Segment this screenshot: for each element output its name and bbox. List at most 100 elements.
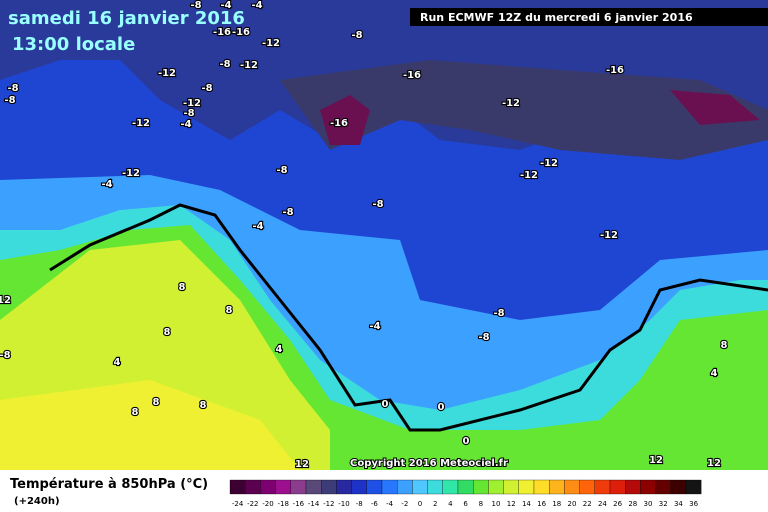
- scale-label: 32: [659, 500, 668, 508]
- scale-swatch: [503, 479, 519, 495]
- scale-swatch: [655, 479, 671, 495]
- scale-label: -6: [371, 500, 379, 508]
- contour-label: -8: [4, 95, 15, 106]
- contour-label: -4: [251, 0, 262, 11]
- scale-label: -8: [356, 500, 363, 508]
- contour-label: -8: [7, 83, 18, 94]
- contour-label: -8: [282, 207, 293, 218]
- contour-label: 4: [711, 368, 718, 379]
- scale-label: 2: [433, 500, 437, 508]
- scale-swatch: [518, 479, 535, 495]
- contour-label: 8: [164, 327, 171, 338]
- scale-label: 20: [568, 500, 577, 508]
- scale-label: -18: [277, 500, 288, 508]
- cold-core: [280, 60, 768, 160]
- contour-labels: -8 -4 -4-16 -16-12-8-12-8 -12-8-8-8-12-16 -16…: [0, 0, 729, 471]
- contour-label: -12: [183, 98, 201, 109]
- scale-swatch: [275, 479, 291, 495]
- scale-label: -2: [401, 500, 408, 508]
- legend-title: Température à 850hPa (°C): [10, 477, 208, 492]
- scale-swatch: [457, 479, 474, 495]
- scale-label: 0: [418, 500, 422, 508]
- scale-label: 16: [537, 500, 546, 508]
- scale-label: -20: [262, 500, 273, 508]
- contour-label: 12: [295, 459, 309, 470]
- contour-label: -12: [122, 168, 140, 179]
- scale-swatch: [640, 479, 656, 495]
- scale-label: 26: [613, 500, 622, 508]
- contour-label: 8: [721, 340, 728, 351]
- scale-label: 12: [507, 500, 516, 508]
- scale-label: 30: [644, 500, 653, 508]
- contour-label: -12: [540, 158, 558, 169]
- zero-isotherm: [49, 203, 768, 432]
- contour-label: -4: [252, 221, 263, 232]
- contour-label: 8: [153, 397, 160, 408]
- contour-label: 8: [200, 400, 207, 411]
- contour-label: -8: [201, 83, 212, 94]
- map-subtitle: 13:00 locale: [12, 34, 135, 55]
- scale-label: 4: [448, 500, 453, 508]
- contour-label: -12: [502, 98, 520, 109]
- contour-label: -4: [180, 119, 191, 130]
- contour-label: -8: [219, 59, 230, 70]
- scale-label: 8: [479, 500, 483, 508]
- scale-swatch: [290, 479, 307, 495]
- run-info: Run ECMWF 12Z du mercredi 6 janvier 2016: [420, 11, 693, 24]
- coldest-zone: [670, 90, 760, 125]
- scale-label: 24: [598, 500, 607, 508]
- scale-swatch: [321, 479, 337, 495]
- contour-label: 0: [438, 402, 445, 413]
- scale-label: 28: [628, 500, 637, 508]
- scale-swatch: [366, 479, 383, 495]
- run-box: [410, 8, 768, 26]
- contour-label: 12: [707, 458, 721, 469]
- contour-label: -16: [606, 65, 624, 76]
- scale-label: 10: [492, 500, 501, 508]
- scale-swatch: [594, 479, 611, 495]
- contour-label: -16: [330, 118, 348, 129]
- scale-label: 18: [552, 500, 561, 508]
- scale-swatch: [260, 479, 276, 495]
- scale-swatch: [473, 479, 489, 495]
- contour-label: -12: [158, 68, 176, 79]
- copyright: Copyright 2016 Meteociel.fr: [350, 458, 508, 469]
- contour-label: 8: [132, 407, 139, 418]
- scale-swatch: [442, 479, 459, 495]
- scale-swatch: [397, 479, 413, 495]
- scale-label: 6: [463, 500, 468, 508]
- contour-label: -4: [220, 0, 231, 11]
- contour-label: -8: [493, 308, 504, 319]
- scale-swatch: [229, 479, 246, 495]
- scale-label: -16: [293, 500, 305, 508]
- contour-label: -4: [369, 321, 380, 332]
- color-scale: -24 -22 -20 -18 -16 -14 -12 -10 -8 -6 -4 -2 0 2 4 6 8 10 1…: [229, 479, 702, 508]
- contour-label: 0: [463, 436, 470, 447]
- scale-swatch: [381, 479, 398, 495]
- contour-label: -8: [372, 199, 383, 210]
- contour-label: -8: [276, 165, 287, 176]
- scale-swatch: [670, 479, 687, 495]
- contour-label: 0: [382, 399, 389, 410]
- map: [0, 0, 768, 470]
- contour-label: -16: [213, 27, 231, 38]
- scale-swatch: [625, 479, 641, 495]
- scale-swatch: [427, 479, 443, 495]
- contour-label: -12: [600, 230, 618, 241]
- scale-label: 36: [689, 500, 698, 508]
- scale-swatch: [533, 479, 550, 495]
- scale-label: -12: [323, 500, 334, 508]
- contour-label: -12: [240, 60, 258, 71]
- scale-swatch: [564, 479, 580, 495]
- map-title: samedi 16 janvier 2016: [8, 8, 245, 29]
- contour-label: -16: [232, 27, 250, 38]
- scale-swatch: [336, 479, 352, 495]
- scale-swatch: [685, 479, 702, 495]
- scale-label: -22: [247, 500, 258, 508]
- scale-swatch: [488, 479, 504, 495]
- scale-swatch: [412, 479, 428, 495]
- hot-zone: [0, 380, 300, 470]
- contour-label: -16: [403, 70, 421, 81]
- coldest-zone: [320, 95, 370, 145]
- scale-swatch: [245, 479, 261, 495]
